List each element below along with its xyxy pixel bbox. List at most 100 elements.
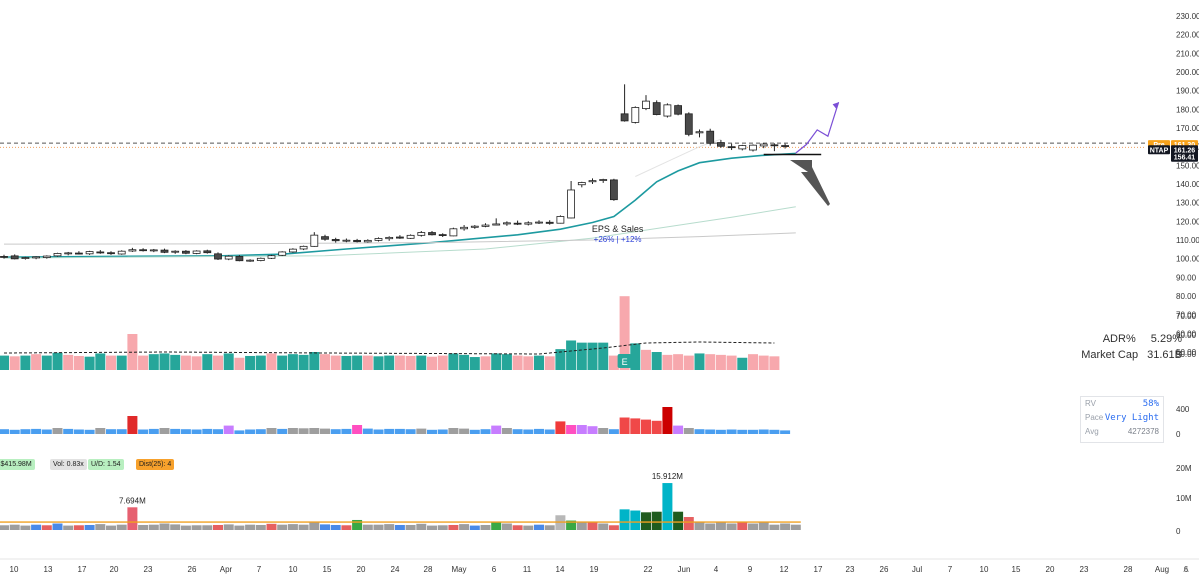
candle [556,215,565,224]
candle-body [224,255,233,260]
reference-lines [0,142,1145,148]
candle [160,248,169,254]
candle-body [203,250,212,254]
rv-bar [555,421,566,434]
volume-bar [138,355,149,370]
volume-bar [20,355,31,370]
volume-bar [234,357,245,370]
candle-body [160,249,169,253]
volume-bar [662,354,673,370]
vol-bar [630,510,641,530]
rv-bar [0,429,9,434]
candle-body [235,256,244,262]
vol-bar [31,524,42,530]
candle [652,100,661,116]
time-tick-label: Aug [1155,565,1169,574]
rv-bar [544,429,555,434]
candle [599,178,608,183]
volume-bar [715,354,726,370]
volume-bar [469,357,480,370]
volume-bar [394,355,405,370]
time-tick-label: 20 [1046,565,1055,574]
rv-bar [384,428,395,434]
volume-bar [576,342,587,370]
candle [117,250,126,255]
rv-bar [320,428,330,434]
candle-body [417,232,426,236]
candle-body [642,100,650,109]
candle [128,247,137,252]
vol-bar [84,524,95,530]
vol-bar [469,525,480,530]
vol-bar [106,525,116,530]
price-tick-label: 200.00 [1176,68,1199,77]
rv-bar [287,428,298,434]
rv-bar [116,429,127,434]
volume-bar [608,355,619,370]
volume-bar [84,356,95,370]
rv-bar [619,417,630,434]
rv-bar [598,428,609,434]
volume-bar [330,355,341,370]
candle [492,218,501,226]
volume-bar [480,356,491,370]
vol-bar [234,525,245,530]
rv-bar [180,429,191,434]
rv-bar [95,428,106,434]
candle [64,251,73,256]
volume-bar [116,355,127,370]
time-tick-label: 9 [748,565,753,574]
rv-bar [266,428,277,434]
volume-bar [405,355,416,370]
pace-label: Pace [1085,413,1104,422]
vol-bar [95,524,106,530]
time-tick-label: Apr [220,565,233,574]
vol-bar-label: 7.694M [119,496,146,505]
vol-bar [245,524,256,530]
vol-bar [63,525,74,530]
price-tick-label: 230.00 [1176,12,1199,21]
rv-bar [534,428,544,434]
rv-bar [20,429,31,434]
rv-bar [298,428,309,434]
candle [428,231,436,236]
vol-bar [662,483,673,530]
volume-bar [31,354,42,370]
volume-bar [587,342,598,370]
vol-bar [598,523,609,530]
candle [288,248,297,253]
vol-bar [170,524,181,530]
vol-bar [694,522,705,530]
candle [610,178,618,201]
candle-body [246,259,255,262]
auto-scale-button[interactable]: A [1183,565,1189,574]
volume-bar [641,349,651,370]
vol-bar [213,524,223,530]
vol-bar [683,517,694,530]
annotation-values: +26% | +12% [594,235,642,244]
time-tick-label: 26 [188,565,197,574]
candle [107,251,115,255]
candle [331,237,340,243]
candle-body [267,255,276,259]
vol-bar [737,522,748,530]
time-tick-label: 22 [644,565,653,574]
candle [267,254,276,260]
rv-bar [780,430,791,434]
candle [502,221,511,226]
vol-bar [20,525,31,530]
volume-average-line [3,341,775,355]
vol-bar [566,520,577,530]
indicator-pill: U/D: 1.54 [88,459,124,470]
candle-body [299,245,308,250]
pace-row: Pace Very Light [1081,411,1163,425]
volume-bar [416,355,427,370]
rv-bar [84,429,95,434]
price-tag-value: 156.41 [1174,155,1196,162]
vol-bar [448,524,459,530]
volume-bar [758,355,769,370]
volume-bar [41,355,52,370]
rv-bar [9,429,20,434]
vol-bar [277,524,288,530]
